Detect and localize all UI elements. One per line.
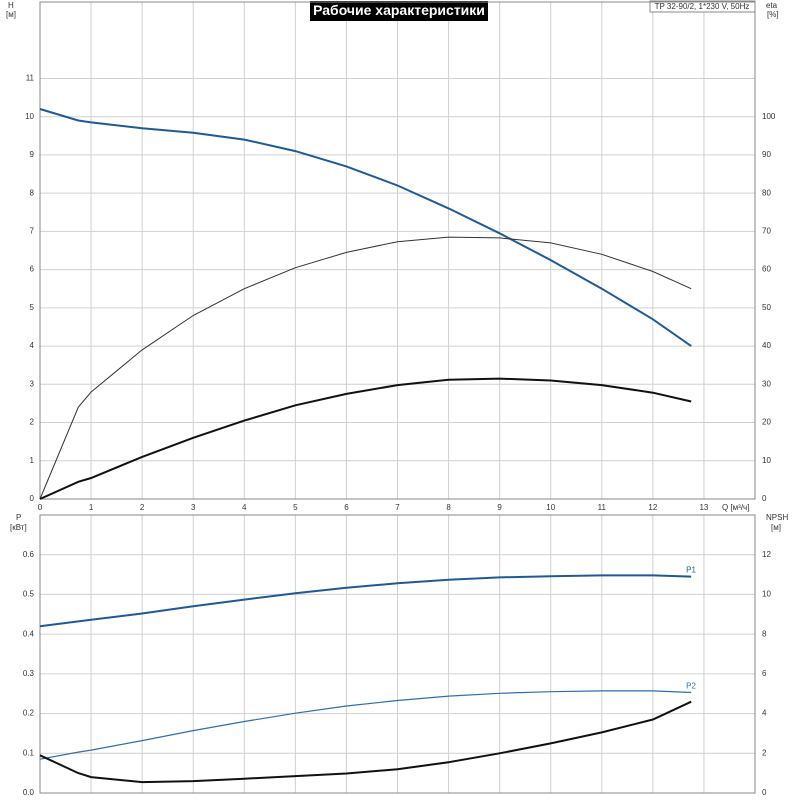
y-tick-label: 8 — [30, 188, 35, 197]
x-tick-label: 5 — [293, 503, 298, 512]
y2-tick-label: 20 — [762, 418, 771, 427]
x-tick-label: 0 — [38, 503, 43, 512]
y-tick-label: 0.0 — [23, 788, 35, 797]
y-axis-label: P — [16, 513, 21, 522]
x-tick-label: 7 — [395, 503, 400, 512]
x-tick-label: 9 — [497, 503, 502, 512]
x-tick-label: 10 — [546, 503, 555, 512]
y-tick-label: 0.6 — [23, 550, 35, 559]
y-tick-label: 10 — [25, 112, 34, 121]
x-tick-label: 8 — [446, 503, 451, 512]
y-axis-unit: [м] — [6, 10, 16, 19]
title-box — [310, 1, 488, 21]
y2-tick-label: 50 — [762, 303, 771, 312]
x-tick-label: 13 — [699, 503, 708, 512]
y2-tick-label: 80 — [762, 188, 771, 197]
x-axis-label: Q [м³/ч] — [722, 503, 749, 512]
y-tick-label: 0.3 — [23, 669, 35, 678]
y-tick-label: 5 — [30, 303, 35, 312]
x-tick-label: 12 — [648, 503, 657, 512]
x-tick-label: 11 — [598, 503, 607, 512]
series-label: P1 — [686, 566, 696, 575]
y2-axis-unit: [м] — [771, 523, 781, 532]
y2-tick-label: 90 — [762, 150, 771, 159]
y-tick-label: 3 — [30, 379, 35, 388]
y2-tick-label: 4 — [762, 709, 767, 718]
y-axis-label: H — [8, 1, 14, 10]
y-tick-label: 0.4 — [23, 629, 35, 638]
y2-axis-label: eta — [766, 1, 778, 10]
x-tick-label: 2 — [140, 503, 145, 512]
y2-tick-label: 40 — [762, 341, 771, 350]
y2-tick-label: 100 — [762, 112, 776, 121]
y2-tick-label: 10 — [762, 456, 771, 465]
y2-tick-label: 0 — [762, 494, 767, 503]
series-line — [39, 690, 692, 760]
y2-tick-label: 2 — [762, 748, 767, 757]
y2-tick-label: 8 — [762, 629, 767, 638]
y-axis-unit: [кВт] — [10, 523, 27, 532]
y2-tick-label: 0 — [762, 788, 767, 797]
chart-title: Рабочие характеристики — [313, 2, 485, 18]
x-tick-label: 6 — [344, 503, 349, 512]
y-tick-label: 11 — [26, 74, 35, 83]
series-line — [39, 236, 692, 500]
y-tick-label: 2 — [30, 418, 35, 427]
plot-frame — [39, 1, 756, 500]
y-tick-label: 0.2 — [23, 709, 35, 718]
y-tick-label: 7 — [30, 226, 35, 235]
series-line — [39, 700, 692, 784]
series-label: P2 — [686, 682, 696, 691]
y2-tick-label: 70 — [762, 226, 771, 235]
model-label: TP 32-90/2, 1*230 V, 50Hz — [655, 2, 750, 11]
y2-axis-label: NPSH — [766, 513, 788, 522]
y-tick-label: 6 — [30, 265, 35, 274]
series-line — [39, 377, 692, 500]
y2-tick-label: 6 — [762, 669, 767, 678]
y-tick-label: 0 — [30, 494, 35, 503]
y-tick-label: 1 — [30, 456, 35, 465]
plot-frame — [39, 514, 756, 794]
y2-axis-unit: [%] — [767, 10, 779, 19]
x-tick-label: 4 — [242, 503, 247, 512]
x-tick-label: 1 — [89, 503, 94, 512]
y2-tick-label: 60 — [762, 265, 771, 274]
y-tick-label: 0.5 — [23, 590, 35, 599]
y2-tick-label: 30 — [762, 379, 771, 388]
y-tick-label: 0.1 — [23, 748, 35, 757]
y-tick-label: 4 — [30, 341, 35, 350]
y2-tick-label: 12 — [762, 550, 771, 559]
x-tick-label: 3 — [191, 503, 196, 512]
y-tick-label: 9 — [30, 150, 35, 159]
y2-tick-label: 10 — [762, 590, 771, 599]
series-line — [39, 574, 692, 628]
series-line — [39, 108, 692, 347]
